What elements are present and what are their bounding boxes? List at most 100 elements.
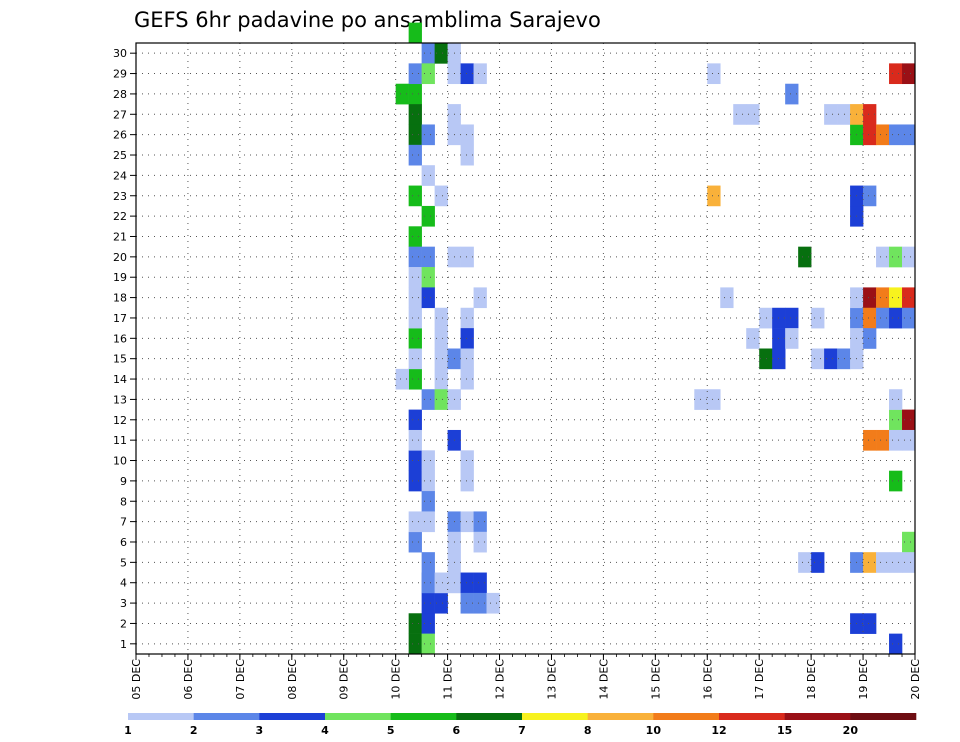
y-tick-label: 25 <box>113 149 127 162</box>
heatmap-cell <box>902 429 916 451</box>
heatmap-cell <box>460 470 474 492</box>
heatmap-cell <box>707 389 721 410</box>
heatmap-cell <box>408 22 422 44</box>
heatmap-cell <box>811 348 825 370</box>
y-tick-label: 20 <box>113 251 127 264</box>
heatmap-cell <box>902 124 916 146</box>
heatmap-cell <box>421 572 435 594</box>
heatmap-cell <box>902 307 916 329</box>
x-tick-label: 11 DEC <box>442 659 455 700</box>
heatmap-cell <box>460 572 474 594</box>
heatmap-cell <box>798 246 812 268</box>
y-tick-label: 16 <box>113 332 127 345</box>
colorbar-swatch <box>784 713 851 720</box>
heatmap-cell <box>473 592 487 614</box>
y-tick-label: 14 <box>113 373 127 386</box>
y-tick-label: 1 <box>120 638 127 651</box>
heatmap-cell <box>434 572 448 594</box>
heatmap-cell <box>889 633 903 655</box>
heatmap-cell <box>785 328 799 349</box>
x-tick-label: 14 DEC <box>597 659 610 700</box>
heatmap-cell <box>408 470 422 492</box>
heatmap-cell <box>408 287 422 309</box>
heatmap-cell <box>421 267 435 288</box>
heatmap-cell <box>785 83 799 105</box>
heatmap-cell <box>408 83 422 105</box>
y-tick-label: 13 <box>113 393 127 406</box>
heatmap-cell <box>863 124 877 146</box>
colorbar-label: 2 <box>190 724 198 737</box>
heatmap-cell <box>902 409 916 431</box>
heatmap-cell <box>460 144 474 166</box>
heatmap-cell <box>408 450 422 471</box>
colorbar-swatch <box>719 713 785 720</box>
colorbar-swatch <box>653 713 720 720</box>
plot-frame <box>135 42 916 655</box>
heatmap-cell <box>421 205 435 227</box>
heatmap-cell <box>460 246 474 268</box>
heatmap-cell <box>889 429 903 451</box>
y-tick-label: 9 <box>120 475 127 488</box>
heatmap-cell <box>486 592 500 614</box>
heatmap-cell <box>889 409 903 431</box>
y-tick-label: 5 <box>120 556 127 569</box>
heatmap-cell <box>421 552 435 573</box>
heatmap-cell <box>460 348 474 370</box>
heatmap-cell <box>395 368 409 390</box>
heatmap-cell <box>434 368 448 390</box>
y-tick-label: 4 <box>120 577 127 590</box>
heatmap-cell <box>902 552 916 573</box>
colorbar-swatch <box>325 713 391 720</box>
heatmap-cell <box>408 307 422 329</box>
x-axis: 05 DEC 06 DEC 07 DEC 08 DEC 09 DEC 10 DEC 11 D… <box>130 654 922 700</box>
heatmap-cell <box>902 63 916 85</box>
y-axis: 1234567891011121314151617181920212223242… <box>113 47 136 651</box>
heatmap-cell <box>460 63 474 85</box>
heatmap-cell <box>889 63 903 85</box>
x-tick-label: 19 DEC <box>857 659 870 700</box>
heatmap-cell <box>837 104 851 125</box>
heatmap-cell <box>811 307 825 329</box>
y-tick-label: 24 <box>113 169 127 182</box>
y-tick-label: 10 <box>113 455 127 468</box>
heatmap-cell <box>408 328 422 349</box>
x-tick-label: 08 DEC <box>286 659 299 700</box>
y-tick-label: 2 <box>120 617 127 630</box>
heatmap-cell <box>408 409 422 431</box>
colorbar-label: 4 <box>321 724 329 737</box>
colorbar-swatch <box>587 713 654 720</box>
heatmap-cell <box>460 368 474 390</box>
y-tick-label: 15 <box>113 353 127 366</box>
heatmap-cell <box>408 613 422 634</box>
heatmap-cell <box>473 511 487 533</box>
heatmap-cell <box>421 124 435 146</box>
heatmap-cell <box>824 348 838 370</box>
heatmap-cell <box>863 429 877 451</box>
x-tick-label: 15 DEC <box>649 659 662 700</box>
heatmap-cell <box>863 104 877 125</box>
y-tick-label: 3 <box>120 597 127 610</box>
colorbar-label: 12 <box>711 724 726 737</box>
heatmap-cell <box>811 552 825 573</box>
heatmap-cell <box>785 307 799 329</box>
heatmap-cell <box>746 328 760 349</box>
heatmap-cell <box>460 328 474 349</box>
heatmap-cell <box>421 470 435 492</box>
heatmap-cell <box>434 185 448 207</box>
heatmap-cell <box>876 307 890 329</box>
colorbar-swatch <box>390 713 457 720</box>
heatmap-cell <box>720 287 734 309</box>
y-tick-label: 27 <box>113 108 127 121</box>
heatmap-cell <box>707 63 721 85</box>
heatmap-cell <box>824 104 838 125</box>
heatmap-cell <box>889 287 903 309</box>
heatmap-cell <box>902 246 916 268</box>
heatmap-cell <box>421 592 435 614</box>
x-tick-label: 20 DEC <box>909 659 922 700</box>
heatmap-cells <box>395 22 916 655</box>
y-tick-label: 7 <box>120 516 127 529</box>
y-tick-label: 12 <box>113 414 127 427</box>
heatmap-cell <box>889 470 903 492</box>
colorbar-label: 6 <box>453 724 461 737</box>
x-tick-label: 16 DEC <box>701 659 714 700</box>
